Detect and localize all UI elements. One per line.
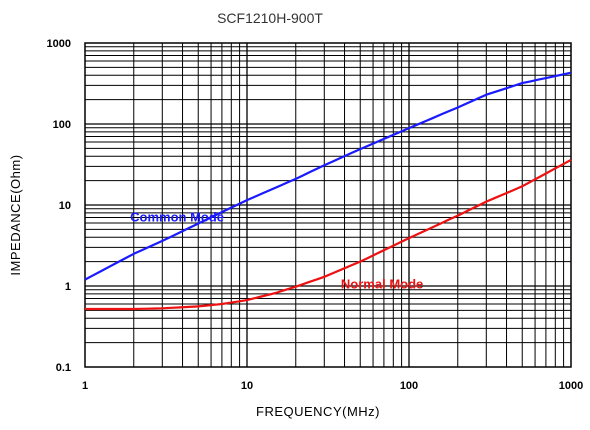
x-tick-label: 1000 [559,380,583,392]
series-line-common-mode [84,71,572,281]
x-tick-label: 10 [241,380,253,392]
series-layer [84,71,572,311]
series-line-normal-mode [85,158,572,311]
chart-grid [85,43,571,367]
y-tick-label: 0.1 [56,362,71,374]
x-axis-label: FREQUENCY(MHz) [256,404,380,419]
x-tick-label: 1 [82,380,88,392]
plot-frame [84,42,572,368]
series-label-normal-mode: Normal Mode [341,277,423,292]
y-axis-label: IMPEDANCE(Ohm) [8,154,23,275]
y-tick-label: 100 [53,119,71,131]
tick-labels: 1 10 100 1000 0.1 1 10 100 1000 [47,38,584,392]
chart-title: SCF1210H-900T [217,10,323,26]
series-label-common-mode: Common Mode [130,209,224,224]
y-tick-label: 1000 [47,38,71,50]
x-tick-label: 100 [400,380,418,392]
y-tick-label: 10 [59,200,71,212]
y-tick-label: 1 [65,281,71,293]
